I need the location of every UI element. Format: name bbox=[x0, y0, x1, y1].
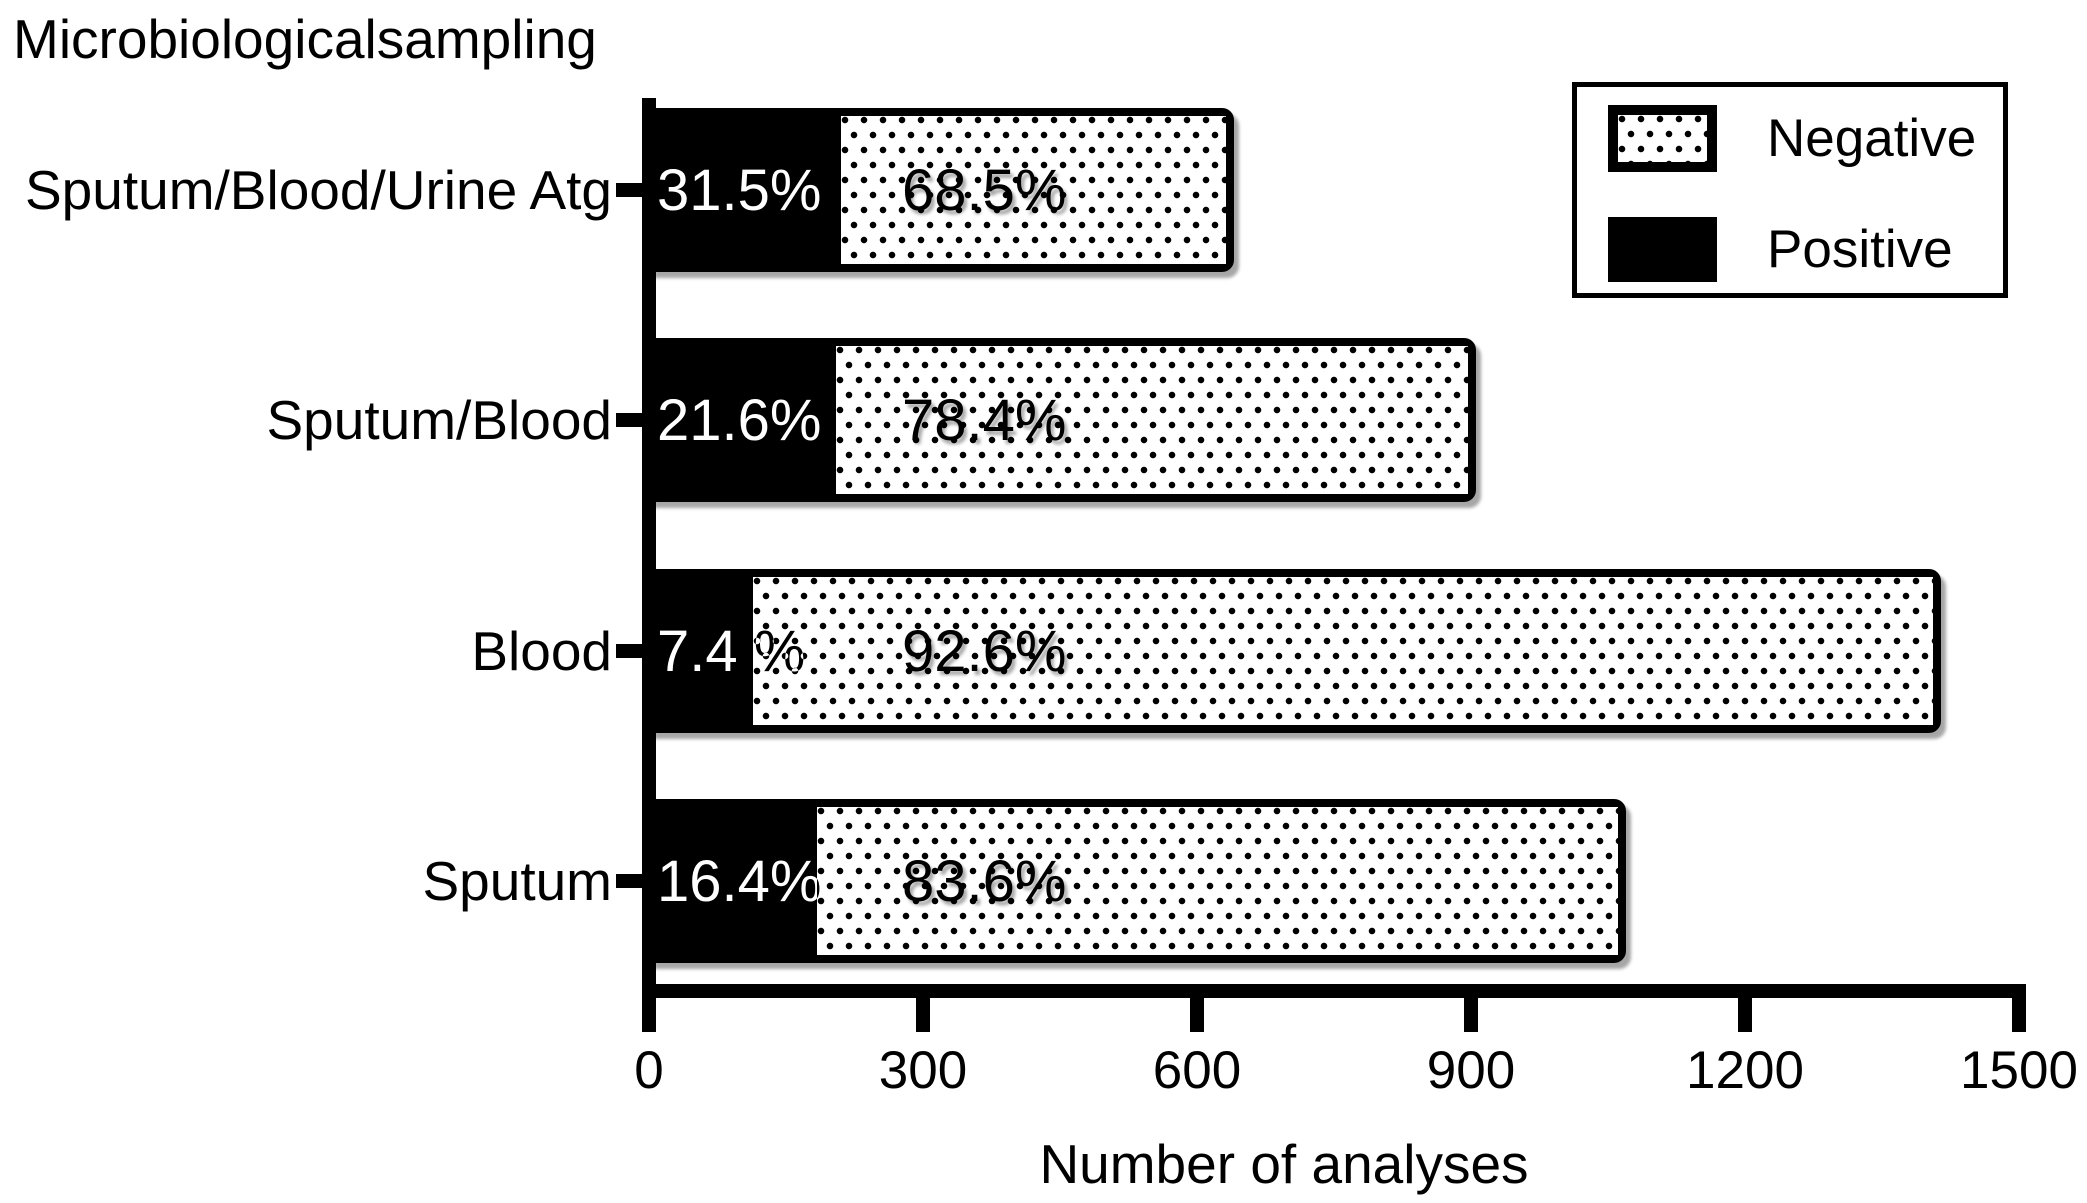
positive-percent-label: 21.6% bbox=[657, 387, 822, 453]
tick-label: 1500 bbox=[1960, 1041, 2078, 1100]
bar-row-sputum-blood: Sputum/Blood 21.6% 78.4% bbox=[0, 338, 2087, 502]
tick-mark bbox=[1464, 996, 1478, 1032]
tick-label: 600 bbox=[1152, 1041, 1242, 1100]
tick-mark bbox=[916, 996, 930, 1032]
legend-item-positive: Positive bbox=[1608, 217, 1953, 282]
negative-percent-label: 92.6% bbox=[902, 618, 1067, 684]
tick-label: 900 bbox=[1426, 1041, 1516, 1100]
tick-mark bbox=[642, 996, 656, 1032]
tick-mark bbox=[1738, 996, 1752, 1032]
legend-label-negative: Negative bbox=[1767, 109, 1977, 168]
category-tick-mark bbox=[616, 644, 649, 658]
bar-sputum: 16.4% 83.6% bbox=[649, 799, 1626, 963]
category-tick-mark bbox=[616, 413, 649, 427]
negative-segment bbox=[744, 569, 1941, 733]
positive-solid-swatch bbox=[1608, 217, 1717, 282]
negative-percent-label: 83.6% bbox=[902, 848, 1067, 914]
positive-percent-label: 16.4% bbox=[657, 848, 822, 914]
bar-sputum-blood: 21.6% 78.4% bbox=[649, 338, 1476, 502]
bar-blood: 7.4 % 92.6% bbox=[649, 569, 1941, 733]
category-label: Blood bbox=[471, 620, 612, 682]
category-label: Sputum bbox=[422, 850, 612, 912]
negative-segment bbox=[809, 799, 1626, 963]
category-tick-mark bbox=[616, 183, 649, 197]
tick-label: 1200 bbox=[1686, 1041, 1804, 1100]
negative-percent-label: 68.5% bbox=[902, 157, 1067, 223]
tick-mark bbox=[2012, 996, 2026, 1032]
negative-pattern-swatch bbox=[1608, 105, 1717, 172]
bar-row-blood: Blood 7.4 % 92.6% bbox=[0, 569, 2087, 733]
positive-percent-label: 7.4 % bbox=[657, 618, 806, 684]
chart-title: Microbiologicalsampling bbox=[13, 8, 597, 70]
negative-segment bbox=[827, 338, 1476, 502]
bar-sputum-blood-urine-atg: 31.5% 68.5% bbox=[649, 108, 1234, 272]
legend-label-positive: Positive bbox=[1767, 220, 1953, 279]
bar-row-sputum: Sputum 16.4% 83.6% bbox=[0, 799, 2087, 963]
tick-mark bbox=[1190, 996, 1204, 1032]
bar-row-sputum-blood-urine-atg: Sputum/Blood/Urine Atg 31.5% 68.5% bbox=[0, 108, 2087, 272]
y-axis-spine bbox=[642, 98, 656, 1032]
tick-label: 300 bbox=[878, 1041, 968, 1100]
negative-segment bbox=[833, 108, 1234, 272]
negative-percent-label: 78.4% bbox=[902, 387, 1067, 453]
legend-box: Negative Positive bbox=[1572, 82, 2008, 298]
tick-label: 0 bbox=[634, 1041, 664, 1100]
legend-item-negative: Negative bbox=[1608, 105, 1976, 172]
x-axis-line bbox=[642, 984, 2026, 998]
positive-percent-label: 31.5% bbox=[657, 157, 822, 223]
category-tick-mark bbox=[616, 874, 649, 888]
x-axis-title: Number of analyses bbox=[1039, 1133, 1529, 1195]
category-label: Sputum/Blood/Urine Atg bbox=[24, 159, 612, 221]
category-label: Sputum/Blood bbox=[266, 389, 613, 451]
